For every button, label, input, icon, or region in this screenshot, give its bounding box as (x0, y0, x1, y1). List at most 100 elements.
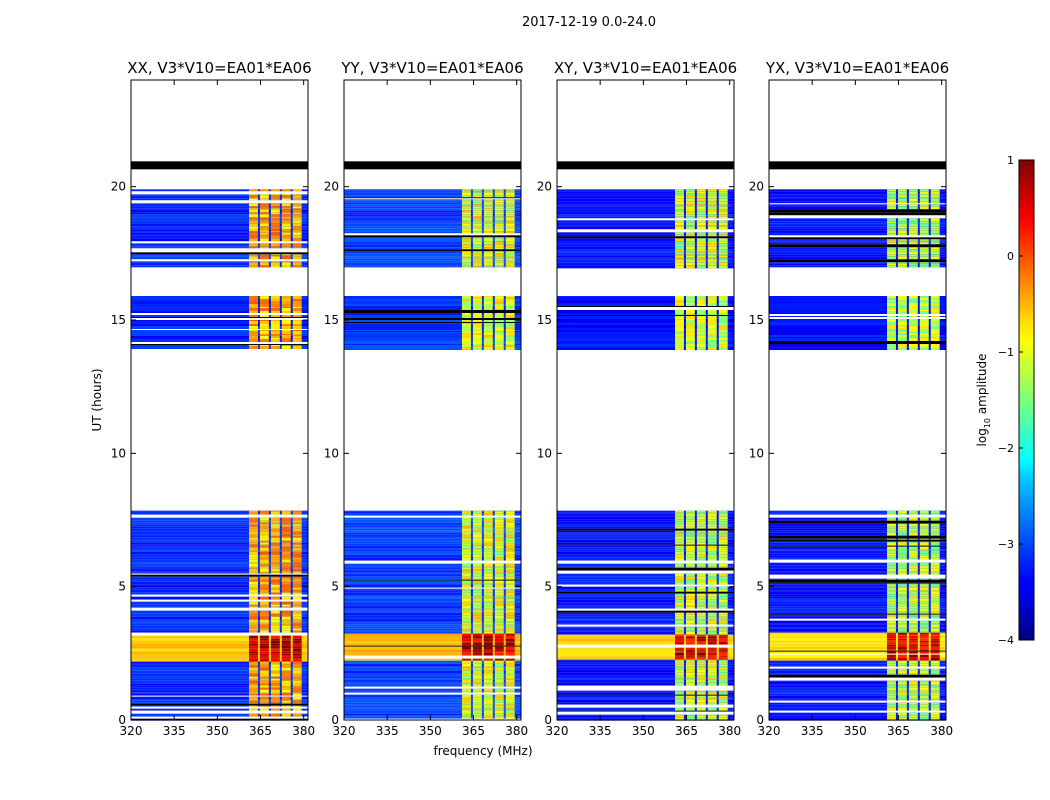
rfi-cell (718, 677, 728, 679)
rfi-cell (718, 530, 728, 533)
heatmap-row (557, 265, 734, 269)
rfi-cell (292, 635, 302, 639)
flagged-row (557, 560, 734, 564)
rfi-cell (718, 648, 728, 650)
heatmap-row (131, 345, 308, 346)
x-tick-label: 380 (718, 724, 741, 738)
heatmap-row (344, 652, 521, 656)
heatmap-row (344, 588, 521, 590)
rfi-cell (707, 220, 717, 223)
rfi-cell (259, 680, 269, 684)
rfi-cell (897, 239, 907, 241)
rfi-cell (494, 548, 504, 550)
rfi-cell (718, 635, 728, 637)
rfi-cell (462, 204, 471, 206)
rfi-cell (249, 338, 258, 339)
rfi-cell (718, 698, 728, 700)
rfi-cell (685, 662, 695, 665)
x-tick-label: 320 (120, 724, 143, 738)
rfi-cell (494, 641, 504, 643)
rfi-cell (675, 216, 684, 219)
rfi-cell (505, 315, 515, 318)
rfi-cell (462, 217, 471, 221)
rfi-cell (930, 568, 940, 572)
rfi-cell (908, 583, 918, 585)
rfi-cell (292, 601, 302, 605)
heatmap-row (557, 341, 734, 344)
rfi-cell (483, 570, 493, 573)
rfi-cell (494, 618, 504, 622)
rfi-cell (259, 346, 269, 349)
rfi-cell (281, 571, 291, 573)
rfi-cell (908, 263, 918, 266)
rfi-cell (249, 630, 258, 633)
rfi-cell (897, 555, 907, 558)
rfi-cell (472, 682, 482, 684)
rfi-cell (919, 704, 929, 708)
rfi-cell (483, 658, 493, 661)
rfi-cell (249, 584, 258, 588)
rfi-cell (494, 191, 504, 193)
heatmap-row (131, 635, 308, 639)
flagged-row (769, 314, 946, 316)
x-tick-label: 365 (462, 724, 485, 738)
rfi-cell (249, 526, 258, 529)
rfi-cell (919, 306, 929, 308)
heatmap-row (557, 616, 734, 619)
rfi-cell (472, 313, 482, 315)
rfi-cell (505, 304, 515, 306)
rfi-cell (494, 715, 504, 717)
rfi-cell (908, 590, 918, 592)
rfi-cell (292, 526, 302, 529)
rfi-cell (472, 304, 482, 306)
rfi-cell (494, 635, 504, 639)
rfi-cell (675, 251, 684, 253)
rfi-cell (472, 624, 482, 626)
rfi-cell (494, 551, 504, 555)
rfi-cell (696, 510, 706, 513)
heatmap-row (769, 616, 946, 619)
y-tick-label: 5 (118, 580, 126, 594)
heatmap-row (769, 562, 946, 566)
heatmap-row (769, 657, 946, 661)
rfi-cell (483, 258, 493, 261)
rfi-cell (259, 576, 269, 578)
rfi-cell (696, 602, 706, 606)
x-tick-label: 380 (292, 724, 315, 738)
rfi-cell (718, 347, 728, 350)
rfi-cell (505, 532, 515, 535)
rfi-cell (494, 532, 504, 535)
rfi-cell (270, 676, 280, 679)
heatmap-row (557, 557, 734, 561)
rfi-cell (505, 551, 515, 555)
rfi-cell (483, 697, 493, 700)
rfi-cell (472, 569, 482, 571)
rfi-cell (462, 214, 471, 217)
heatmap-row (344, 327, 521, 330)
rfi-cell (249, 326, 258, 329)
rfi-cell (505, 511, 515, 514)
rfi-cell (494, 628, 504, 631)
x-tick-label: 320 (546, 724, 569, 738)
flagged-row (769, 317, 946, 319)
heatmap-row (769, 598, 946, 602)
rfi-cell (887, 325, 896, 326)
rfi-cell (707, 341, 717, 344)
rfi-cell (919, 310, 929, 311)
rfi-cell (718, 300, 728, 303)
rfi-cell (259, 696, 269, 700)
rfi-cell (259, 685, 269, 688)
rfi-cell (292, 550, 302, 552)
rfi-cell (685, 198, 695, 202)
rfi-cell (919, 254, 929, 257)
rfi-cell (696, 551, 706, 555)
rfi-cell (930, 198, 940, 202)
rfi-cell (919, 614, 929, 616)
rfi-cell (462, 598, 471, 602)
heatmap-row (344, 251, 521, 254)
rfi-cell (505, 222, 515, 224)
rfi-cell (270, 335, 280, 336)
rfi-cell (483, 584, 493, 588)
y-tick-label: 15 (324, 313, 339, 327)
heatmap-row (769, 715, 946, 718)
